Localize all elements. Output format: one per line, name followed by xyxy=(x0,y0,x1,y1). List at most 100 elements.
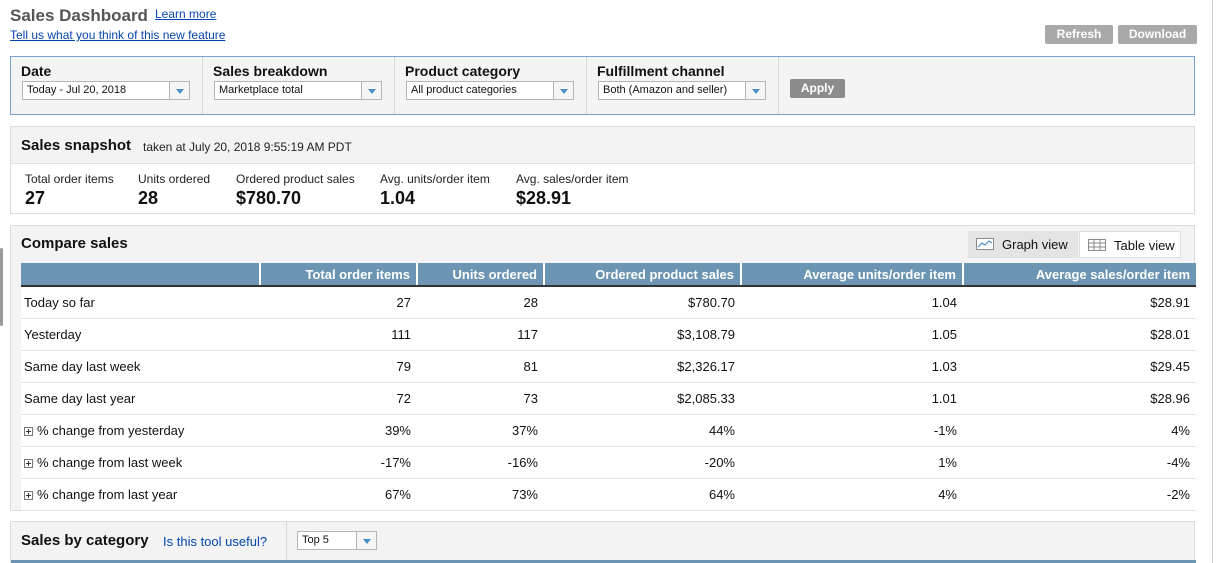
metric-label: Units ordered xyxy=(138,172,211,186)
scrollbar-handle[interactable] xyxy=(0,248,3,326)
table-cell: $29.45 xyxy=(963,350,1196,383)
change-cell: 4% xyxy=(741,478,963,511)
table-cell: $28.01 xyxy=(963,318,1196,351)
divider xyxy=(286,522,287,562)
compare-sales-table: Total order items Units ordered Ordered … xyxy=(21,263,1196,511)
expand-icon[interactable] xyxy=(24,458,33,468)
table-icon xyxy=(1088,239,1106,251)
metric-label: Avg. units/order item xyxy=(380,172,490,186)
fulfillment-channel-select[interactable]: Both (Amazon and seller) xyxy=(598,81,766,100)
sales-by-category-title: Sales by category xyxy=(21,532,149,549)
column-header: Ordered product sales xyxy=(543,263,741,287)
fulfillment-channel-label: Fulfillment channel xyxy=(597,63,725,79)
sales-breakdown-filter: Sales breakdown Marketplace total xyxy=(203,57,395,114)
product-category-filter: Product category All product categories xyxy=(395,57,587,114)
table-cell: 79 xyxy=(260,350,417,383)
change-cell: 39% xyxy=(260,414,417,447)
table-row: Same day last year 72 73 $2,085.33 1.01 … xyxy=(21,382,1196,415)
table-cell: 1.04 xyxy=(741,286,963,319)
table-cell: $2,326.17 xyxy=(544,350,741,383)
date-select[interactable]: Today - Jul 20, 2018 xyxy=(22,81,190,100)
fulfillment-channel-value: Both (Amazon and seller) xyxy=(603,84,728,96)
table-row: Yesterday 111 117 $3,108.79 1.05 $28.01 xyxy=(21,318,1196,351)
page-header: Sales Dashboard Learn more xyxy=(10,6,216,26)
change-row-label-cell[interactable]: % change from last year xyxy=(21,478,260,511)
expand-icon[interactable] xyxy=(24,490,33,500)
row-label: Today so far xyxy=(21,286,260,319)
download-button[interactable]: Download xyxy=(1118,25,1197,44)
metric-value: 28 xyxy=(138,188,159,208)
metric-value: $780.70 xyxy=(236,188,302,208)
top-n-select[interactable]: Top 5 xyxy=(297,531,377,550)
metric-avg-units-order-item: Avg. units/order item 1.04 xyxy=(380,172,490,209)
change-cell: 64% xyxy=(544,478,741,511)
change-cell: 44% xyxy=(544,414,741,447)
sales-snapshot-panel: Sales snapshot taken at July 20, 2018 9:… xyxy=(10,126,1195,214)
dropdown-arrow-icon xyxy=(169,82,189,99)
metric-value: 1.04 xyxy=(380,188,416,208)
change-row-label: % change from last week xyxy=(37,454,183,470)
change-cell: -16% xyxy=(417,446,544,479)
column-header xyxy=(21,263,260,287)
change-cell: -20% xyxy=(544,446,741,479)
snapshot-title: Sales snapshot xyxy=(21,137,132,154)
dropdown-arrow-icon xyxy=(745,82,765,99)
feedback-link[interactable]: Tell us what you think of this new featu… xyxy=(10,28,226,42)
table-cell: 1.01 xyxy=(741,382,963,415)
column-header: Average units/order item xyxy=(740,263,963,287)
change-row-label-cell[interactable]: % change from yesterday xyxy=(21,414,260,447)
row-label: Yesterday xyxy=(21,318,260,351)
product-category-select[interactable]: All product categories xyxy=(406,81,574,100)
metric-value: 27 xyxy=(25,188,46,208)
sales-by-category-panel: Sales by category Is this tool useful? T… xyxy=(10,521,1196,563)
metric-ordered-product-sales: Ordered product sales $780.70 xyxy=(236,172,355,209)
column-header: Units ordered xyxy=(416,263,544,287)
metric-avg-sales-order-item: Avg. sales/order item $28.91 xyxy=(516,172,629,209)
line-chart-icon xyxy=(976,238,994,250)
table-cell: 27 xyxy=(260,286,417,319)
change-cell: -17% xyxy=(260,446,417,479)
table-header-row: Total order items Units ordered Ordered … xyxy=(21,263,1196,287)
graph-view-button[interactable]: Graph view xyxy=(968,231,1078,258)
table-cell: $28.91 xyxy=(963,286,1196,319)
top-n-select-value: Top 5 xyxy=(302,534,329,546)
date-select-value: Today - Jul 20, 2018 xyxy=(27,84,127,96)
sales-breakdown-value: Marketplace total xyxy=(219,84,303,96)
page-title: Sales Dashboard xyxy=(10,6,148,25)
table-cell: 73 xyxy=(417,382,544,415)
change-cell: 37% xyxy=(417,414,544,447)
column-header: Total order items xyxy=(259,263,417,287)
change-row[interactable]: % change from last year 67% 73% 64% 4% -… xyxy=(21,478,1196,511)
metric-total-order-items: Total order items 27 xyxy=(25,172,114,209)
change-row[interactable]: % change from last week -17% -16% -20% 1… xyxy=(21,446,1196,479)
table-row: Today so far 27 28 $780.70 1.04 $28.91 xyxy=(21,286,1196,319)
apply-button[interactable]: Apply xyxy=(790,79,845,98)
learn-more-link[interactable]: Learn more xyxy=(155,7,217,21)
change-row[interactable]: % change from yesterday 39% 37% 44% -1% … xyxy=(21,414,1196,447)
divider xyxy=(1212,0,1213,563)
table-cell: 1.05 xyxy=(741,318,963,351)
snapshot-header: Sales snapshot taken at July 20, 2018 9:… xyxy=(11,127,1194,164)
table-cell: $2,085.33 xyxy=(544,382,741,415)
table-view-label: Table view xyxy=(1114,238,1175,253)
compare-sales-title: Compare sales xyxy=(21,235,128,252)
expand-icon[interactable] xyxy=(24,426,33,436)
dropdown-arrow-icon xyxy=(361,82,381,99)
table-cell: $28.96 xyxy=(963,382,1196,415)
product-category-label: Product category xyxy=(405,63,521,79)
change-cell: 67% xyxy=(260,478,417,511)
sales-breakdown-select[interactable]: Marketplace total xyxy=(214,81,382,100)
table-cell: 81 xyxy=(417,350,544,383)
change-row-label-cell[interactable]: % change from last week xyxy=(21,446,260,479)
compare-sales-panel: Compare sales Graph view Table view Tota… xyxy=(10,225,1196,511)
tool-useful-link[interactable]: Is this tool useful? xyxy=(163,534,268,549)
refresh-button[interactable]: Refresh xyxy=(1045,25,1113,44)
table-row: Same day last week 79 81 $2,326.17 1.03 … xyxy=(21,350,1196,383)
table-view-button[interactable]: Table view xyxy=(1079,231,1181,258)
table-cell: 1.03 xyxy=(741,350,963,383)
dropdown-arrow-icon xyxy=(553,82,573,99)
category-table-header xyxy=(11,560,1196,563)
change-row-label: % change from last year xyxy=(37,486,178,502)
snapshot-timestamp: taken at July 20, 2018 9:55:19 AM PDT xyxy=(143,140,352,154)
change-cell: -1% xyxy=(741,414,963,447)
